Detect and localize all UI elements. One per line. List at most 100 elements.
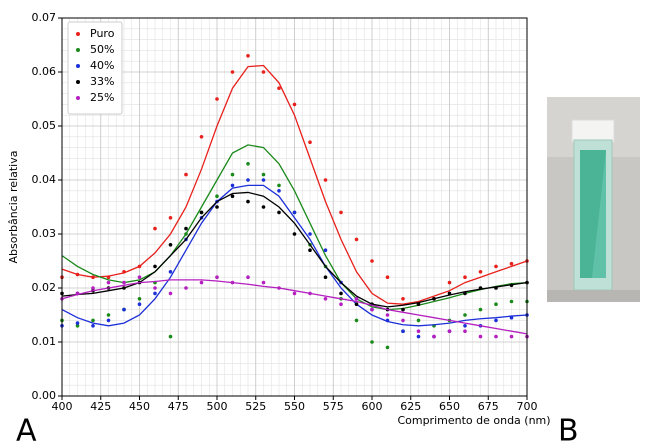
data-point	[137, 275, 142, 280]
fit-line	[61, 144, 528, 311]
legend-label: 40%	[90, 59, 114, 72]
data-point	[230, 183, 235, 188]
data-point	[509, 299, 514, 304]
data-point	[246, 199, 250, 204]
data-point	[122, 307, 126, 312]
data-point	[323, 275, 328, 280]
data-point	[292, 291, 297, 296]
data-point	[261, 172, 266, 177]
data-point	[463, 275, 467, 280]
data-point	[401, 318, 405, 323]
data-point	[277, 183, 281, 188]
data-point	[509, 334, 514, 339]
data-point	[308, 248, 312, 252]
cuvette-photo	[547, 97, 640, 302]
data-point	[447, 329, 452, 334]
photo-table	[547, 290, 640, 302]
data-point	[463, 329, 467, 334]
y-axis-label: Absorbância relativa	[7, 151, 20, 264]
x-tick-label: 450	[129, 400, 150, 413]
data-point	[323, 178, 328, 182]
data-point	[91, 324, 95, 328]
data-point	[153, 264, 157, 269]
data-point	[168, 216, 173, 220]
data-point	[478, 334, 483, 339]
data-point	[339, 291, 343, 296]
data-point	[385, 275, 390, 280]
data-point	[416, 334, 421, 339]
data-point	[385, 345, 390, 350]
legend-swatch	[76, 80, 80, 84]
data-point	[184, 286, 188, 290]
data-point	[339, 210, 343, 215]
data-point	[261, 280, 266, 285]
data-point	[91, 286, 95, 290]
data-point	[122, 280, 126, 285]
data-point	[75, 324, 80, 328]
fit-line	[61, 184, 528, 327]
data-point	[153, 291, 157, 296]
data-point	[354, 297, 359, 301]
data-point	[494, 302, 498, 307]
data-point	[168, 243, 173, 247]
data-point	[478, 307, 483, 312]
cuvette-cap	[571, 119, 615, 143]
legend-swatch	[76, 96, 80, 100]
legend-label: 50%	[90, 43, 114, 56]
x-axis-label: Comprimento de onda (nm)	[397, 414, 550, 427]
x-tick-label: 500	[207, 400, 228, 413]
data-point	[137, 297, 142, 301]
data-point	[432, 334, 436, 339]
data-point	[463, 313, 467, 317]
x-tick-label: 600	[362, 400, 383, 413]
data-point	[199, 135, 204, 139]
y-tick-label: 0.00	[32, 389, 57, 402]
data-point	[215, 275, 219, 280]
grid-layer	[58, 17, 528, 400]
data-point	[230, 172, 235, 177]
data-point	[354, 318, 359, 323]
data-point	[168, 270, 173, 274]
data-point	[106, 313, 111, 317]
data-point	[401, 297, 405, 301]
data-point	[416, 318, 421, 323]
x-tick-label: 575	[323, 400, 344, 413]
x-tick-label: 675	[478, 400, 499, 413]
data-point	[230, 194, 235, 198]
data-point	[323, 248, 328, 252]
x-tick-label: 525	[245, 400, 266, 413]
data-point	[292, 232, 297, 236]
data-point	[416, 329, 421, 334]
legend-swatch	[76, 32, 80, 36]
data-point	[494, 334, 498, 339]
panel-label: B	[558, 414, 579, 448]
data-point	[261, 70, 266, 74]
legend-label: 25%	[90, 91, 114, 104]
x-tick-label: 400	[52, 400, 73, 413]
y-tick-label: 0.07	[32, 11, 57, 24]
y-tick-label: 0.01	[32, 335, 57, 348]
data-point	[494, 264, 498, 269]
data-point	[106, 280, 111, 285]
data-point	[385, 313, 390, 317]
data-point	[215, 205, 219, 209]
data-point	[354, 302, 359, 307]
x-tick-label: 700	[517, 400, 538, 413]
legend-label: 33%	[90, 75, 114, 88]
data-point	[137, 302, 142, 307]
data-point	[215, 97, 219, 101]
panel-label: A	[16, 414, 37, 448]
data-point	[370, 307, 374, 312]
data-point	[277, 210, 281, 215]
data-point	[184, 172, 188, 177]
x-tick-label: 650	[439, 400, 460, 413]
data-point	[246, 178, 250, 182]
data-point	[168, 291, 173, 296]
data-point	[261, 178, 266, 182]
data-point	[463, 324, 467, 328]
data-point	[478, 270, 483, 274]
data-point	[354, 237, 359, 242]
data-point	[277, 86, 281, 90]
data-point	[308, 232, 312, 236]
